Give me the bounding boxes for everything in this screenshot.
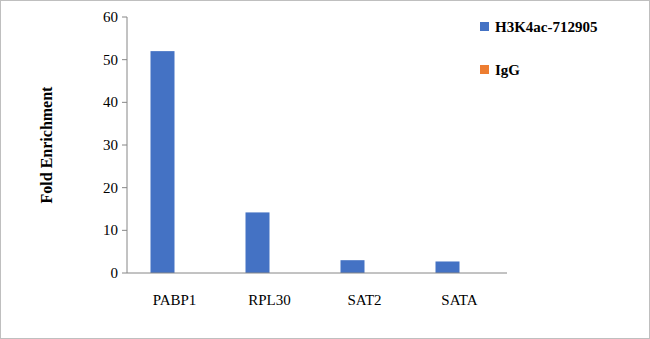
- y-axis-label: Fold Enrichment: [38, 86, 55, 204]
- y-tick: [122, 102, 127, 103]
- chart-container: 0 10 20 30 40 50 60 PABP1 RPL30 SAT2 SATA Fold Enri…: [0, 0, 650, 339]
- chart: 0 10 20 30 40 50 60 PABP1 RPL30 SAT2 SATA Fold Enri…: [0, 0, 650, 339]
- y-tick: [122, 230, 127, 231]
- x-tick-label: PABP1: [153, 292, 197, 308]
- y-tick-label: 50: [103, 52, 118, 68]
- y-tick-label: 30: [103, 137, 118, 153]
- legend-label: IgG: [495, 62, 520, 78]
- bar: [246, 212, 270, 273]
- x-tick-label: SATA: [441, 292, 477, 308]
- y-tick-label: 40: [103, 94, 118, 110]
- legend-swatch: [480, 65, 489, 74]
- y-tick: [122, 59, 127, 60]
- y-tick: [122, 145, 127, 146]
- x-axis: [127, 273, 507, 274]
- y-tick: [122, 187, 127, 188]
- y-axis: [127, 17, 128, 273]
- bar: [436, 261, 460, 273]
- x-tick-label: SAT2: [347, 292, 381, 308]
- y-tick-label: 0: [111, 265, 119, 281]
- x-tick-label: RPL30: [248, 292, 291, 308]
- bar: [151, 51, 175, 273]
- frame: [1, 1, 650, 339]
- y-tick: [122, 17, 127, 18]
- y-tick-label: 60: [103, 9, 118, 25]
- bars: [151, 51, 460, 273]
- bar: [341, 260, 365, 273]
- y-tick: [122, 273, 127, 274]
- legend-swatch: [480, 22, 489, 31]
- legend-label: H3K4ac-712905: [495, 19, 598, 35]
- y-tick-label: 10: [103, 222, 118, 238]
- y-tick-label: 20: [103, 180, 118, 196]
